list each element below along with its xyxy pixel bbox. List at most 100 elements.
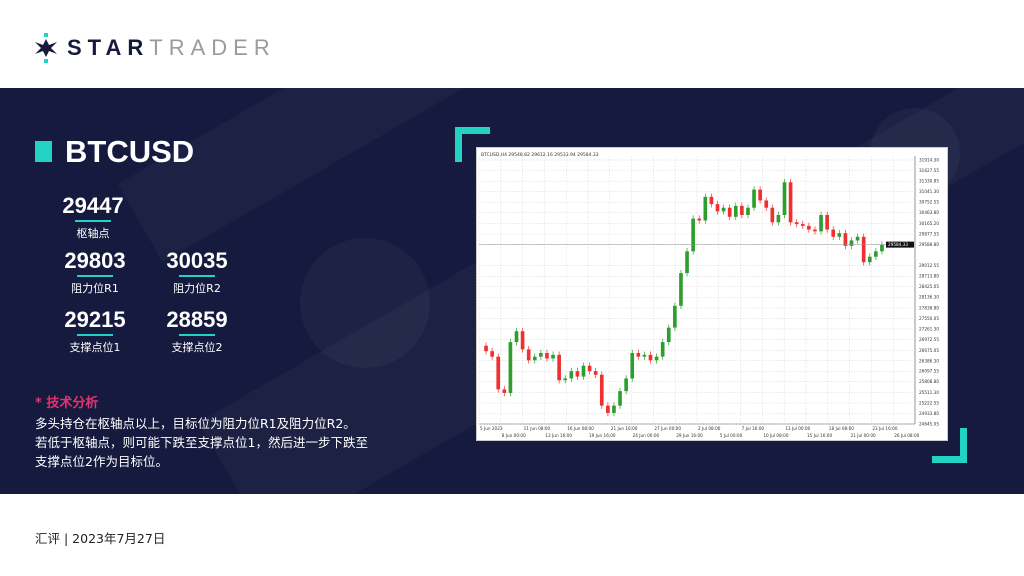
candle-body bbox=[788, 182, 793, 223]
candle-body bbox=[514, 331, 519, 343]
candle-body bbox=[575, 371, 580, 377]
y-tick-label: 31041.30 bbox=[919, 189, 939, 194]
r2-label: 阻力位R2 bbox=[173, 282, 221, 295]
y-tick-label: 30463.80 bbox=[919, 210, 939, 215]
y-tick-label: 30752.55 bbox=[919, 200, 939, 205]
candle-body bbox=[490, 351, 494, 357]
y-tick-label: 25808.80 bbox=[919, 379, 939, 384]
candle-body bbox=[551, 354, 555, 359]
r2-level: 30035 阻力位R2 bbox=[152, 248, 242, 296]
y-tick-label: 28425.05 bbox=[919, 284, 939, 289]
candle-body bbox=[666, 327, 671, 343]
candle-body bbox=[484, 345, 488, 352]
candle-body bbox=[752, 189, 756, 208]
candle-body bbox=[557, 354, 561, 381]
s2-value: 28859 bbox=[166, 307, 228, 332]
candle-body bbox=[733, 205, 738, 217]
candle-body bbox=[697, 218, 702, 221]
candle-body bbox=[599, 374, 604, 406]
x-tick-label: 16 Jun 08:00 bbox=[567, 426, 594, 431]
r2-value: 30035 bbox=[166, 248, 228, 273]
candle-body bbox=[867, 256, 872, 263]
x-tick-label: 13 Jun 16:00 bbox=[545, 433, 572, 438]
x-tick-label: 21 Jul 00:00 bbox=[851, 433, 876, 438]
footer-date: 汇评 | 2023年7月27日 bbox=[35, 531, 166, 546]
r1-value: 29803 bbox=[64, 248, 126, 273]
candle-body bbox=[642, 354, 647, 357]
symbol-marker bbox=[35, 141, 52, 162]
candle-body bbox=[502, 389, 507, 393]
s1-label: 支撑点位1 bbox=[69, 341, 121, 354]
candle-body bbox=[569, 371, 574, 379]
candle-body bbox=[807, 225, 811, 230]
y-tick-label: 29588.80 bbox=[919, 242, 939, 247]
candle-body bbox=[508, 342, 513, 393]
candle-body bbox=[727, 207, 732, 217]
y-tick-label: 25222.55 bbox=[919, 401, 939, 406]
candle-body bbox=[764, 200, 769, 208]
price-chart: BTCUSD,H4 29548.82 29612.16 29533.94 295… bbox=[476, 147, 948, 441]
candle-body bbox=[770, 207, 775, 223]
x-tick-label: 29 Jun 16:00 bbox=[676, 433, 703, 438]
x-tick-label: 5 Jul 00:00 bbox=[720, 433, 743, 438]
y-tick-label: 31330.85 bbox=[919, 179, 939, 184]
y-tick-label: 26972.55 bbox=[919, 337, 939, 342]
x-tick-label: 10 Jul 08:00 bbox=[763, 433, 788, 438]
analysis-line: 支撑点位2作为目标位。 bbox=[35, 454, 168, 469]
y-tick-label: 27261.30 bbox=[919, 326, 939, 331]
candlestick-chart: BTCUSD,H4 29548.82 29612.16 29533.94 295… bbox=[478, 152, 939, 438]
candle-body bbox=[825, 214, 829, 230]
candle-body bbox=[660, 342, 665, 357]
symbol-title: BTCUSD bbox=[65, 134, 195, 169]
x-tick-label: 27 Jun 00:00 bbox=[654, 426, 681, 431]
y-tick-label: 26097.55 bbox=[919, 369, 939, 374]
candle-body bbox=[831, 229, 836, 237]
pivot-value: 29447 bbox=[62, 193, 124, 218]
candle-body bbox=[776, 214, 781, 223]
brand-light: TRADER bbox=[149, 35, 276, 60]
candle-body bbox=[606, 405, 610, 413]
x-tick-label: 7 Jul 16:00 bbox=[742, 426, 765, 431]
candle-body bbox=[837, 233, 842, 237]
candle-body bbox=[636, 353, 641, 357]
x-tick-label: 15 Jul 16:00 bbox=[807, 433, 832, 438]
candle-body bbox=[709, 196, 714, 205]
analysis-line: 若低于枢轴点，则可能下跌至支撑点位1，然后进一步下跌至 bbox=[35, 435, 368, 450]
candle-body bbox=[673, 305, 677, 328]
brand-bold: STAR bbox=[67, 35, 150, 60]
y-tick-label: 31627.55 bbox=[919, 168, 939, 173]
candle-body bbox=[532, 356, 537, 361]
candle-body bbox=[861, 236, 866, 263]
candle-body bbox=[496, 356, 501, 390]
analysis-line: 多头持仓在枢轴点以上，目标位为阻力位R1及阻力位R2。 bbox=[35, 416, 356, 431]
candle-body bbox=[654, 356, 659, 361]
candle-body bbox=[679, 273, 683, 306]
x-tick-label: 8 Jun 00:00 bbox=[502, 433, 526, 438]
corner-bracket-top-left bbox=[455, 127, 490, 162]
chart-header: BTCUSD,H4 29548.82 29612.16 29533.94 295… bbox=[481, 152, 599, 158]
candle-body bbox=[618, 391, 622, 406]
y-tick-label: 26675.05 bbox=[919, 348, 939, 353]
pivot-level: 29447 枢轴点 bbox=[48, 193, 138, 241]
candle-body bbox=[800, 224, 805, 226]
x-tick-label: 21 Jun 16:00 bbox=[611, 426, 638, 431]
candle-body bbox=[685, 251, 689, 274]
star-logo-icon bbox=[35, 33, 57, 63]
candle-body bbox=[539, 353, 543, 357]
candle-body bbox=[782, 182, 787, 215]
y-tick-label: 29012.55 bbox=[919, 263, 939, 268]
s1-value: 29215 bbox=[64, 307, 126, 332]
x-tick-label: 19 Jun 16:00 bbox=[589, 433, 616, 438]
candle-body bbox=[648, 354, 653, 361]
candle-body bbox=[581, 365, 586, 377]
s2-level: 28859 支撑点位2 bbox=[152, 307, 242, 355]
candle-body bbox=[874, 251, 878, 257]
candle-body bbox=[746, 207, 750, 215]
x-tick-label: 5 Jun 2023 bbox=[480, 426, 503, 431]
corner-bracket-bottom-right bbox=[932, 428, 967, 463]
y-tick-label: 28713.80 bbox=[919, 274, 939, 279]
r1-level: 29803 阻力位R1 bbox=[50, 248, 140, 296]
current-price-tag bbox=[886, 241, 914, 248]
y-tick-label: 31914.30 bbox=[919, 158, 939, 163]
analysis-title: * 技术分析 bbox=[35, 396, 99, 411]
